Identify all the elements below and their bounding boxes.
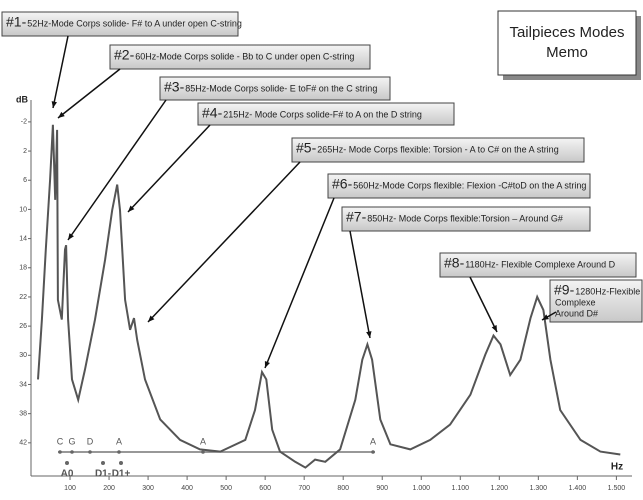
mode-dot (65, 461, 69, 465)
note-marker: A (116, 436, 122, 446)
annotation-box (549, 279, 643, 323)
y-tick-label: 14 (19, 235, 27, 242)
note-dot (371, 450, 375, 454)
annotation-arrow (127, 124, 211, 213)
x-tick-label: 800 (337, 485, 349, 492)
note-marker: C (57, 436, 64, 446)
y-tick-label: 42 (19, 440, 27, 447)
mode-dot (119, 461, 123, 465)
note-dot (88, 450, 92, 454)
annotation-number: #5- (296, 140, 317, 156)
arrow-head (148, 315, 155, 322)
mode-marker: D1- (95, 469, 111, 480)
x-tick-label: 100 (64, 485, 76, 492)
note-marker: A (370, 436, 376, 446)
x-tick-label: 900 (376, 485, 388, 492)
annotation-number: #2- (114, 47, 135, 63)
x-tick-label: 500 (220, 485, 232, 492)
y-tick-label: 10 (19, 206, 27, 213)
annotation-number: #9- (554, 282, 575, 298)
annotation-box (1, 11, 239, 37)
annotation-arrow (349, 230, 371, 339)
annotation-arrow (52, 35, 69, 109)
chart-title: Tailpieces Modes (509, 24, 624, 41)
x-tick-label: 1.500 (608, 485, 626, 492)
annotation-text: 60Hz-Mode Corps solide - Bb to C under o… (135, 51, 354, 61)
x-tick-label: 400 (181, 485, 193, 492)
x-tick-label: 1.400 (569, 485, 587, 492)
annotation-number: #6- (332, 176, 353, 192)
note-dot (58, 450, 62, 454)
data-line (37, 124, 621, 469)
annotation-text: Complexe (555, 297, 596, 307)
mode-dot (101, 461, 105, 465)
arrow-head (264, 361, 270, 368)
y-tick-label: -2 (21, 119, 27, 126)
annotation-box (327, 173, 591, 199)
mode-marker: D1+ (112, 469, 131, 480)
note-dot (70, 450, 74, 454)
note-marker: A (200, 436, 206, 446)
arrow-head (68, 233, 74, 240)
annotation-text: 215Hz- Mode Corps solide-F# to A on the … (223, 109, 422, 119)
annotation-box (439, 252, 637, 278)
note-marker: G (68, 436, 75, 446)
annotation-arrow (147, 161, 301, 323)
annotation-box (197, 102, 455, 126)
arrow-head (128, 205, 135, 212)
x-axis-label: Hz (611, 462, 623, 473)
x-tick-label: 600 (259, 485, 271, 492)
arrow-head (51, 101, 57, 108)
y-tick-label: 2 (23, 148, 27, 155)
note-marker: D (87, 436, 94, 446)
annotation-arrow (469, 276, 498, 333)
annotation-text: 850Hz- Mode Corps flexible:Torsion – Aro… (367, 213, 563, 223)
annotation-box (341, 206, 591, 232)
title-box (497, 10, 637, 76)
x-tick-label: 1.300 (530, 485, 548, 492)
annotation-arrow (264, 197, 335, 369)
y-tick-label: 34 (19, 381, 27, 388)
annotation-box (291, 137, 585, 163)
annotation-number: #8- (444, 255, 465, 271)
annotation-number: #4- (202, 105, 223, 121)
mode-marker: A0 (61, 469, 74, 480)
annotation-number: #7- (346, 209, 367, 225)
arrow-head (542, 314, 549, 320)
y-tick-label: 18 (19, 265, 27, 272)
y-tick-label: 38 (19, 410, 27, 417)
annotation-text: 265Hz- Mode Corps flexible: Torsion - A … (317, 144, 558, 154)
annotation-text: 85Hz-Mode Corps solide- E toF# on the C … (185, 83, 377, 93)
x-tick-label: 1.200 (491, 485, 509, 492)
arrow-head (366, 331, 372, 338)
y-tick-label: 6 (23, 177, 27, 184)
arrow-head (58, 111, 65, 118)
annotation-arrow (57, 68, 121, 119)
annotation-box (109, 44, 371, 70)
annotation-text: 560Hz-Mode Corps flexible: Flexion -C#to… (353, 180, 586, 190)
annotation-number: #3- (164, 79, 185, 95)
chart-title: Memo (546, 44, 588, 61)
annotation-text: Around D# (555, 308, 598, 318)
y-axis-label: dB (16, 94, 28, 104)
x-tick-label: 300 (142, 485, 154, 492)
x-tick-label: 1.100 (452, 485, 470, 492)
annotation-number: #1- (6, 14, 27, 30)
annotation-arrow (67, 99, 167, 241)
x-tick-label: 200 (103, 485, 115, 492)
note-dot (201, 450, 205, 454)
x-tick-label: 700 (298, 485, 310, 492)
y-tick-label: 26 (19, 323, 27, 330)
annotation-text: 1280Hz-Flexible (575, 286, 640, 296)
annotation-box (159, 76, 391, 101)
y-tick-label: 30 (19, 352, 27, 359)
y-tick-label: 22 (19, 294, 27, 301)
x-tick-label: 1.000 (412, 485, 430, 492)
annotation-text: 52Hz-Mode Corps solide- F# to A under op… (27, 18, 242, 28)
note-dot (117, 450, 121, 454)
annotation-text: 1180Hz- Flexible Complexe Around D (465, 259, 615, 269)
arrow-head (491, 325, 497, 332)
